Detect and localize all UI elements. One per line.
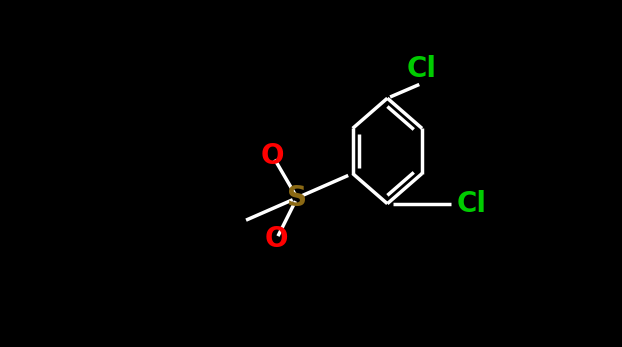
Text: O: O <box>264 226 288 253</box>
Text: O: O <box>261 142 285 170</box>
Text: S: S <box>287 184 307 212</box>
Text: Cl: Cl <box>407 55 437 83</box>
Text: Cl: Cl <box>457 190 487 218</box>
